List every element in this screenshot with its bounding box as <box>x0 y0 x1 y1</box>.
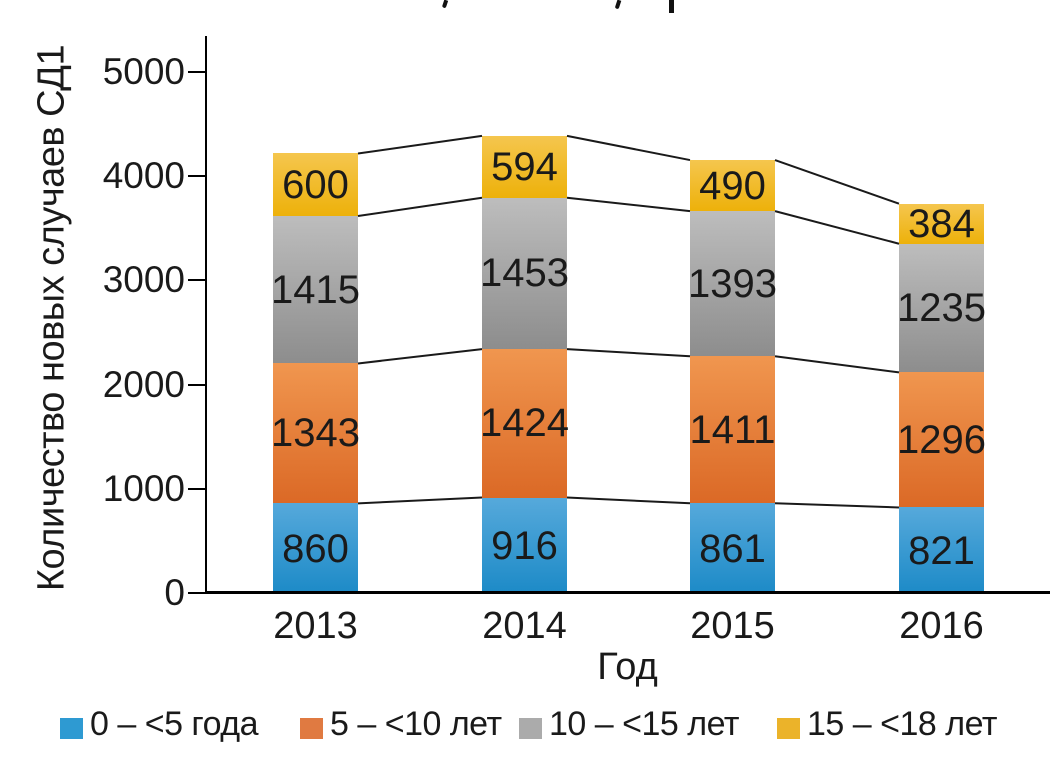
bar-segment: 1393 <box>688 211 777 357</box>
connector-line <box>774 355 900 374</box>
x-category-label: 2013 <box>273 605 358 647</box>
bar-value-label: 1453 <box>480 251 569 296</box>
bar-value-label: 1296 <box>897 417 986 462</box>
y-tick <box>188 279 205 282</box>
legend-label: 0 – <5 года <box>90 705 259 743</box>
connector-line <box>566 348 691 358</box>
bar-value-label: 1415 <box>271 267 360 312</box>
x-category-label: 2015 <box>690 605 775 647</box>
connector-line <box>774 159 900 205</box>
bar-segment: 1411 <box>689 356 776 504</box>
bar-value-label: 1393 <box>688 261 777 306</box>
cropped-title-fragment <box>669 0 674 13</box>
bar-value-label: 821 <box>908 528 975 573</box>
y-tick-label: 5000 <box>102 51 185 92</box>
connector-line <box>357 348 483 365</box>
bar-segment: 1343 <box>271 363 360 504</box>
bar-value-label: 600 <box>282 162 349 207</box>
bar-value-label: 1411 <box>689 407 776 452</box>
bar-segment: 821 <box>899 507 984 594</box>
connector-line <box>566 196 691 213</box>
connector-line <box>357 134 483 155</box>
y-tick-label: 3000 <box>102 259 185 301</box>
y-axis-line <box>205 36 207 594</box>
bar-segment: 490 <box>690 160 775 212</box>
x-category-label: 2016 <box>899 605 984 647</box>
connector-line <box>566 496 691 505</box>
bar-value-label: 384 <box>908 201 975 246</box>
y-tick-label: 0 <box>164 572 185 613</box>
bar-value-label: 594 <box>491 144 558 189</box>
legend-item: 15 – <18 лет <box>777 702 997 746</box>
bar-segment: 1235 <box>897 243 986 373</box>
x-axis-line <box>205 591 1050 594</box>
legend-label: 10 – <15 лет <box>549 705 739 743</box>
connector-line <box>774 210 900 245</box>
bar-segment: 594 <box>482 135 567 198</box>
legend-swatch <box>519 718 542 739</box>
bar-segment: 384 <box>899 201 984 246</box>
connector-line <box>566 134 691 162</box>
bar-value-label: 1343 <box>271 411 360 456</box>
legend-item: 0 – <5 года <box>60 702 259 746</box>
y-tick <box>188 383 205 386</box>
connector-line <box>357 196 483 217</box>
legend: 0 – <5 года 5 – <10 лет 10 – <15 лет 15 – <… <box>0 702 1054 750</box>
y-tick-label: 2000 <box>102 363 185 405</box>
bar-value-label: 861 <box>699 526 766 571</box>
connector-line <box>357 496 483 505</box>
bar-value-label: 916 <box>491 523 558 568</box>
bar-segment: 1415 <box>271 216 360 364</box>
legend-item: 5 – <10 лет <box>300 702 502 746</box>
y-tick-label: 4000 <box>102 155 185 197</box>
legend-label: 15 – <18 лет <box>807 705 997 743</box>
bar-segment: 860 <box>273 503 358 594</box>
bar-value-label: 1424 <box>480 401 569 446</box>
bar-segment: 1424 <box>480 349 569 498</box>
connector-line <box>774 502 900 509</box>
bar-segment: 861 <box>690 503 775 594</box>
y-tick <box>188 71 205 73</box>
legend-item: 10 – <15 лет <box>519 702 739 746</box>
legend-label: 5 – <10 лет <box>330 705 502 743</box>
x-category-label: 2014 <box>482 605 567 647</box>
bar-value-label: 860 <box>282 526 349 571</box>
bar-value-label: 1235 <box>897 286 986 331</box>
y-tick <box>188 175 205 178</box>
bar-segment: 600 <box>273 153 358 216</box>
legend-swatch <box>777 718 800 739</box>
bar-segment: 916 <box>482 497 567 594</box>
legend-swatch <box>60 718 83 739</box>
bar-segment: 1453 <box>480 197 569 350</box>
y-tick-label: 1000 <box>102 467 185 509</box>
bar-segment: 1296 <box>897 372 986 508</box>
y-tick <box>188 592 205 594</box>
legend-swatch <box>300 718 323 739</box>
y-tick <box>188 487 205 490</box>
x-axis-title: Год <box>597 646 658 688</box>
bar-value-label: 490 <box>699 163 766 208</box>
